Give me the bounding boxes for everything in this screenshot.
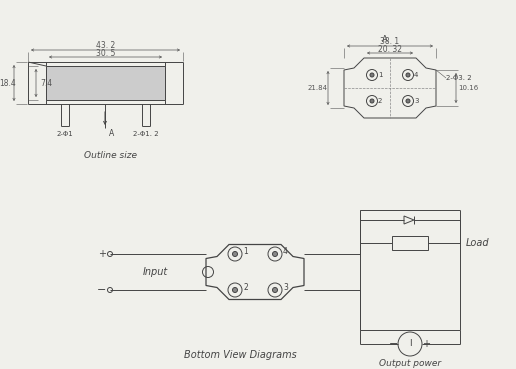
Text: 10.16: 10.16 <box>458 85 478 91</box>
Text: Bottom View Diagrams: Bottom View Diagrams <box>184 350 296 360</box>
Text: −: − <box>98 285 107 295</box>
Text: 4: 4 <box>283 248 288 256</box>
Text: Outline size: Outline size <box>84 151 137 159</box>
Text: 2-Φ1: 2-Φ1 <box>57 131 73 137</box>
Text: 43. 2: 43. 2 <box>96 41 115 49</box>
Text: A: A <box>382 35 388 45</box>
Text: 21.84: 21.84 <box>308 85 328 91</box>
Text: −: − <box>389 339 399 349</box>
Text: 4: 4 <box>414 72 418 78</box>
Text: +: + <box>98 249 106 259</box>
Text: 3: 3 <box>283 283 288 293</box>
Circle shape <box>233 252 237 256</box>
Text: I: I <box>409 339 411 348</box>
Text: 30. 5: 30. 5 <box>96 48 115 58</box>
Text: 7.4: 7.4 <box>40 79 52 87</box>
Circle shape <box>233 287 237 293</box>
Text: Input: Input <box>142 267 168 277</box>
Circle shape <box>272 252 278 256</box>
Text: 1: 1 <box>378 72 382 78</box>
Text: 38. 1: 38. 1 <box>380 37 399 45</box>
Text: Output power: Output power <box>379 359 441 369</box>
Text: 3: 3 <box>414 98 418 104</box>
Circle shape <box>406 99 410 103</box>
Text: 2: 2 <box>378 98 382 104</box>
Circle shape <box>272 287 278 293</box>
Text: 1: 1 <box>243 248 248 256</box>
Circle shape <box>406 73 410 77</box>
Bar <box>392 236 428 250</box>
Text: 2: 2 <box>243 283 248 293</box>
Text: +: + <box>422 339 430 349</box>
Text: 2-Φ1. 2: 2-Φ1. 2 <box>133 131 159 137</box>
Text: A: A <box>109 129 114 138</box>
Text: 18.4: 18.4 <box>0 79 17 87</box>
Bar <box>46 66 165 100</box>
Text: 20. 32: 20. 32 <box>378 45 402 54</box>
Circle shape <box>370 99 374 103</box>
Text: 2-Φ3. 2: 2-Φ3. 2 <box>446 75 472 81</box>
Circle shape <box>370 73 374 77</box>
Text: Load: Load <box>466 238 490 248</box>
